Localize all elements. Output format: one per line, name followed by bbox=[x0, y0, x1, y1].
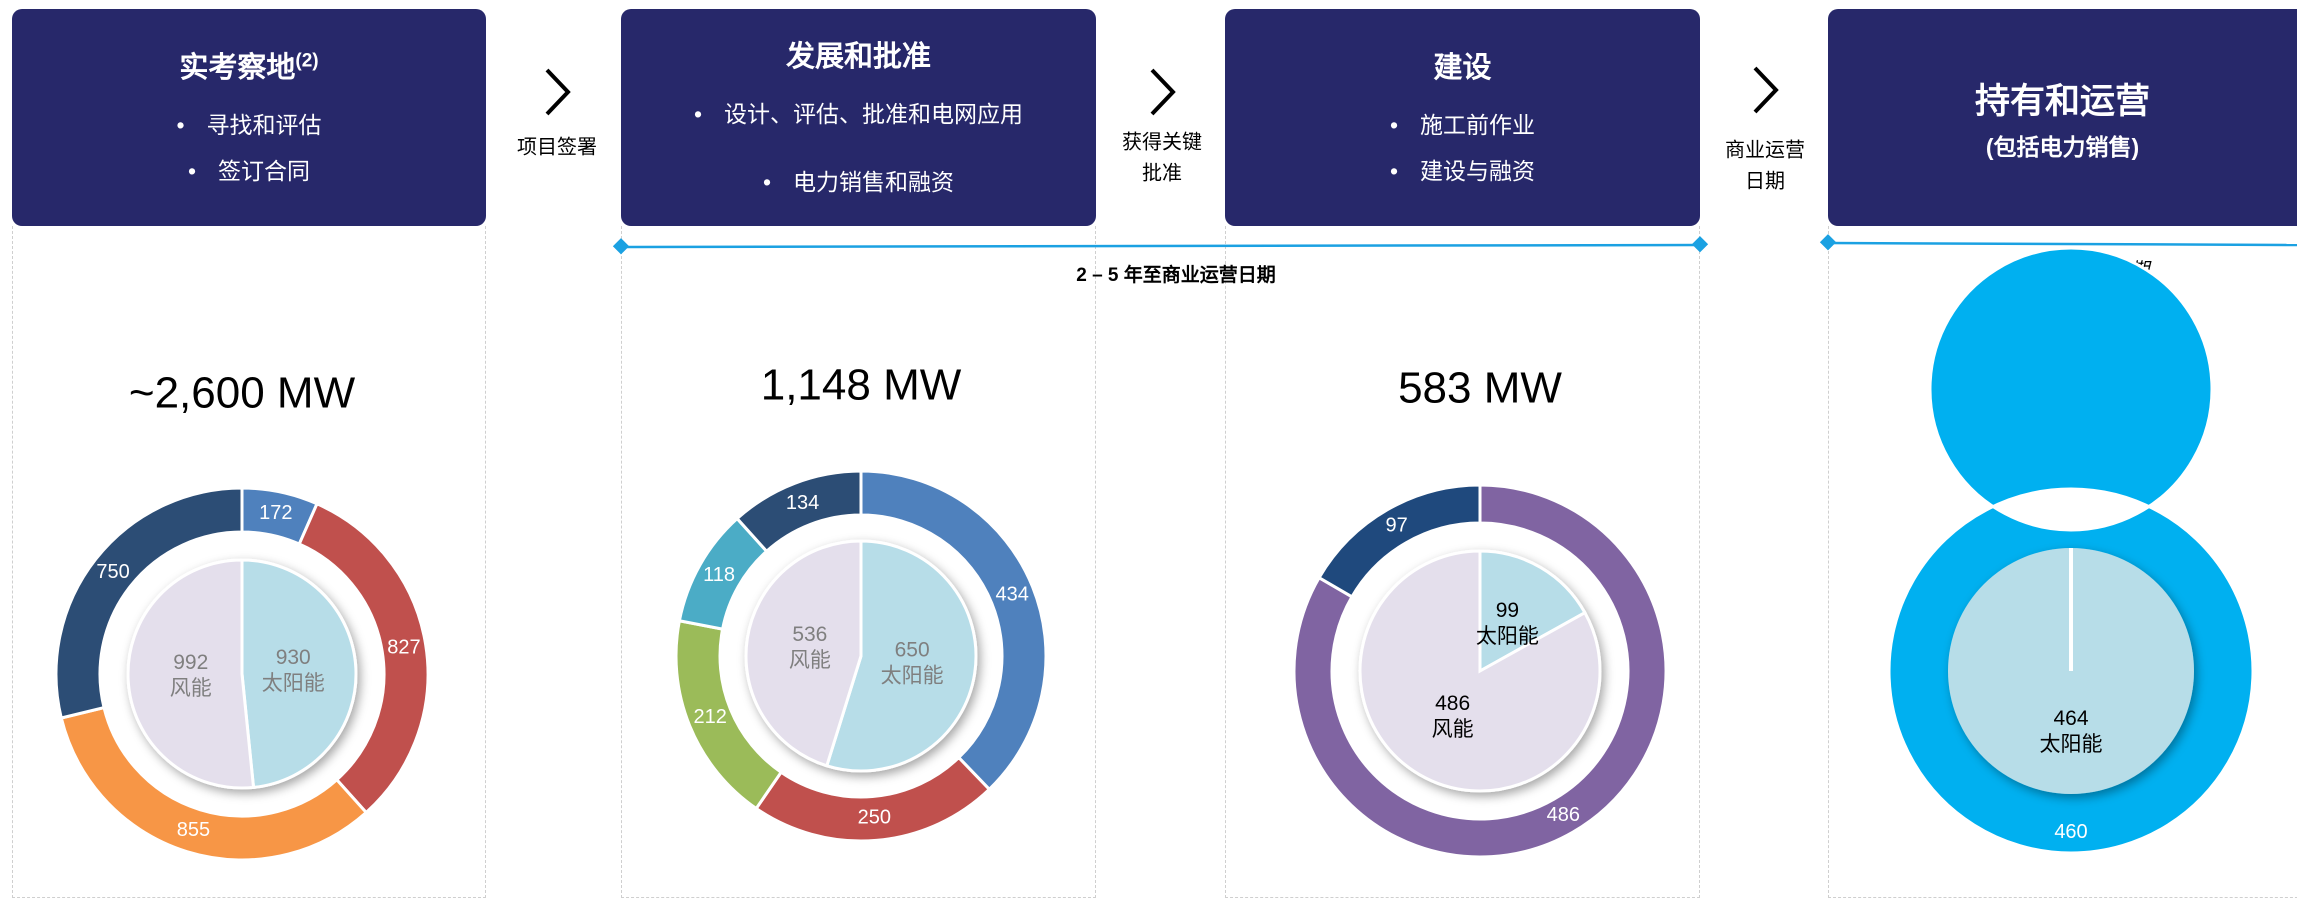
stage-header: 持有和运营 (包括电力销售) bbox=[1828, 9, 2297, 226]
stage-header: 发展和批准 设计、评估、批准和电网应用 电力销售和融资 bbox=[621, 9, 1096, 226]
chevron bbox=[1150, 68, 1176, 116]
chevrons bbox=[545, 66, 1779, 116]
bullet: 施工前作业 bbox=[1390, 106, 1535, 140]
value-label: 212 bbox=[693, 706, 726, 728]
column bbox=[1225, 226, 1700, 898]
stage-title: 建设 bbox=[1433, 51, 1492, 84]
value-label: 250 bbox=[858, 807, 891, 829]
value-label: 97 bbox=[1386, 515, 1408, 537]
value-label: 434 bbox=[995, 583, 1028, 605]
value-label: 650 bbox=[895, 638, 930, 661]
pie-slice bbox=[824, 539, 978, 773]
value-label: 855 bbox=[177, 819, 210, 841]
pie bbox=[744, 539, 978, 773]
column bbox=[1828, 226, 2297, 898]
chevron bbox=[1753, 66, 1779, 114]
category-label: 风能 bbox=[170, 677, 212, 700]
timeline-label: 2 – 5 年至商业运营日期 bbox=[1076, 263, 1276, 286]
value-label: 536 bbox=[792, 623, 827, 646]
category-label: 风能 bbox=[1432, 718, 1474, 741]
connector-label: 获得关键 bbox=[1122, 130, 1202, 153]
pie bbox=[1948, 548, 2194, 794]
timeline-end bbox=[1819, 234, 1837, 251]
pie bbox=[126, 558, 358, 790]
stage-title: 持有和运营 bbox=[1974, 82, 2150, 121]
value-label: 99 bbox=[1496, 599, 1519, 622]
column bbox=[621, 226, 1096, 898]
footnote: (2) bbox=[295, 49, 319, 71]
value-label: 930 bbox=[276, 646, 311, 669]
timeline-end bbox=[1691, 236, 1709, 253]
bullet: 建设与融资 bbox=[1390, 152, 1535, 186]
chart-title: ~2,600 MW bbox=[129, 369, 356, 418]
bullet: 寻找和评估 bbox=[176, 106, 322, 140]
ring-segment bbox=[859, 469, 1048, 792]
chart-title: 583 MW bbox=[1398, 364, 1562, 413]
value-label: 992 bbox=[173, 651, 208, 674]
pie-slice bbox=[240, 558, 358, 790]
pie bbox=[1358, 549, 1602, 793]
column bbox=[12, 226, 486, 898]
value-label: 134 bbox=[786, 492, 819, 514]
connector-label: 日期 bbox=[1745, 170, 1785, 192]
ring-segment bbox=[735, 469, 863, 554]
value-label: 486 bbox=[1547, 804, 1580, 826]
bullet: 签订合同 bbox=[188, 152, 310, 186]
value-label: 460 bbox=[2054, 821, 2087, 843]
bullet: 设计、评估、批准和电网应用 bbox=[694, 95, 1023, 129]
category-label: 太阳能 bbox=[1476, 625, 1539, 648]
category-label: 太阳能 bbox=[881, 664, 944, 687]
category-label: 风能 bbox=[789, 649, 831, 672]
stage-header: 实考察地(2) 寻找和评估 签订合同 bbox=[12, 9, 486, 226]
pie-slice bbox=[126, 558, 256, 790]
pie-slice bbox=[1478, 549, 1587, 674]
stage-header: 建设 施工前作业 建设与融资 bbox=[1225, 9, 1700, 226]
chevron bbox=[545, 68, 571, 116]
timeline-lines bbox=[612, 234, 2297, 255]
ring-segment bbox=[1317, 483, 1482, 599]
stage-title: 发展和批准 bbox=[785, 40, 931, 73]
connector-label: 商业运营 bbox=[1725, 138, 1805, 161]
connector-label: 项目签署 bbox=[517, 135, 597, 158]
pie-slice bbox=[744, 539, 863, 768]
value-label: 750 bbox=[96, 561, 129, 583]
stage-title: 实考察地(2) bbox=[179, 49, 319, 84]
category-label: 太阳能 bbox=[262, 672, 325, 695]
ring-segment bbox=[1292, 483, 1668, 859]
connector-label: 批准 bbox=[1142, 161, 1182, 184]
ring-segment bbox=[54, 486, 244, 720]
value-label: 464 bbox=[2053, 707, 2088, 730]
timeline-line bbox=[1827, 241, 2297, 247]
pie-slice bbox=[1358, 549, 1602, 793]
timeline-end bbox=[612, 238, 630, 255]
value-label: 486 bbox=[1435, 692, 1470, 715]
stage-subtitle: (包括电力销售) bbox=[1985, 134, 2140, 160]
category-label: 太阳能 bbox=[2040, 733, 2103, 756]
value-label: 118 bbox=[703, 564, 735, 586]
timeline-line bbox=[620, 243, 1701, 249]
bullet: 电力销售和融资 bbox=[763, 163, 954, 197]
chart-title: 1,148 MW bbox=[761, 361, 962, 410]
value-label: 827 bbox=[387, 636, 420, 658]
value-label: 172 bbox=[259, 502, 292, 524]
